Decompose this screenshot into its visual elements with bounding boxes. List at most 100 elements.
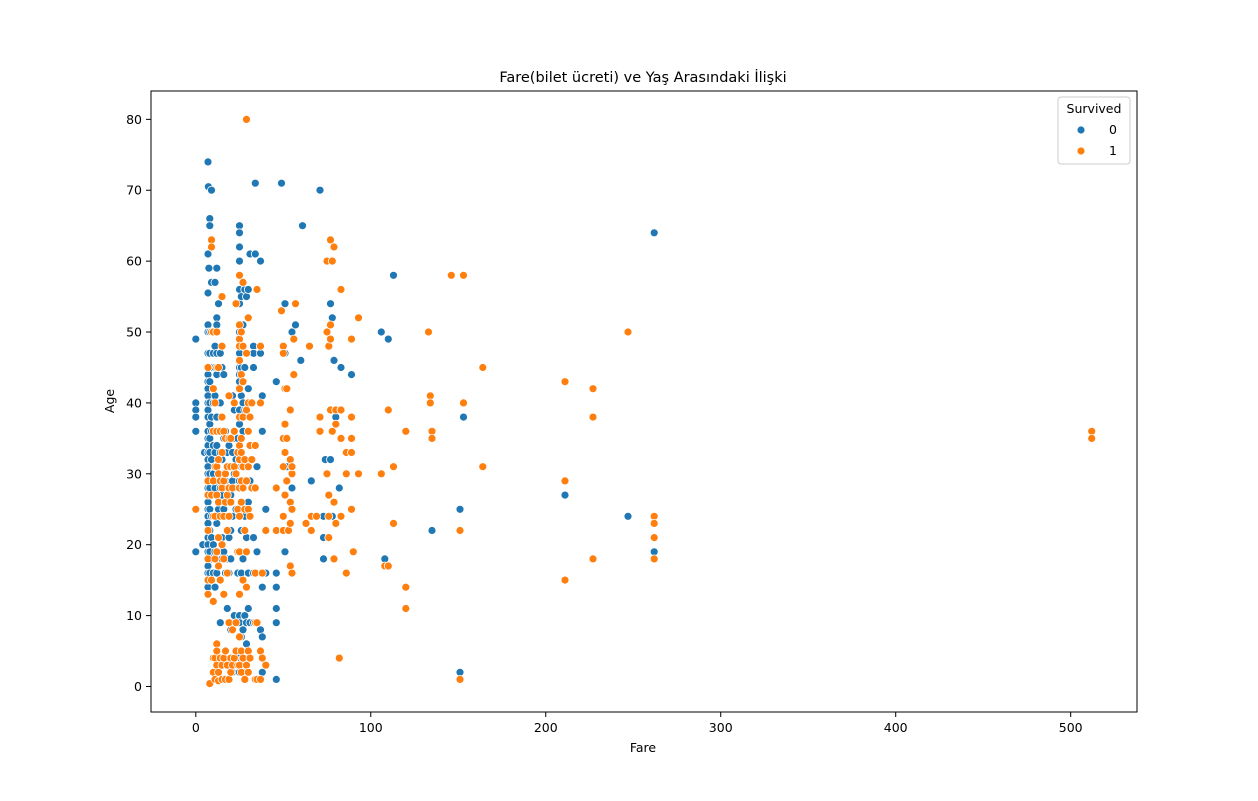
point-survived-1 xyxy=(256,341,265,351)
point-survived-1 xyxy=(285,561,295,571)
point-survived-1 xyxy=(331,519,341,528)
point-survived-1 xyxy=(235,270,244,280)
point-survived-1 xyxy=(261,660,271,670)
point-survived-1 xyxy=(226,433,236,443)
point-survived-1 xyxy=(212,490,222,500)
point-survived-1 xyxy=(285,519,295,528)
points-layer xyxy=(191,115,1097,688)
point-survived-1 xyxy=(224,511,234,521)
x-axis-label: Fare xyxy=(630,740,657,755)
x-tick-label: 0 xyxy=(192,720,200,735)
point-survived-1 xyxy=(649,519,659,528)
point-survived-0 xyxy=(215,618,225,628)
chart-title: Fare(bilet ücreti) ve Yaş Arasındaki İli… xyxy=(499,68,786,86)
point-survived-1 xyxy=(236,370,246,380)
point-survived-0 xyxy=(235,242,244,252)
point-survived-0 xyxy=(257,632,267,642)
point-survived-0 xyxy=(315,185,325,195)
point-survived-1 xyxy=(228,625,237,635)
point-survived-1 xyxy=(287,504,297,514)
point-survived-1 xyxy=(217,341,227,351)
point-survived-1 xyxy=(235,632,244,642)
point-survived-1 xyxy=(331,419,341,429)
point-survived-1 xyxy=(203,589,213,599)
point-survived-1 xyxy=(224,675,234,684)
y-tick-label: 80 xyxy=(126,112,142,127)
point-survived-0 xyxy=(219,370,229,380)
y-tick-label: 20 xyxy=(126,537,142,552)
point-survived-1 xyxy=(221,646,230,656)
point-survived-0 xyxy=(242,639,251,649)
point-survived-1 xyxy=(424,327,433,337)
point-survived-0 xyxy=(271,377,281,387)
point-survived-1 xyxy=(238,483,248,493)
point-survived-1 xyxy=(284,526,293,535)
x-tick-label: 500 xyxy=(1059,720,1083,735)
legend-title: Survived xyxy=(1067,101,1122,116)
point-survived-0 xyxy=(326,299,335,309)
point-survived-1 xyxy=(334,653,344,663)
point-survived-0 xyxy=(238,554,248,564)
point-survived-1 xyxy=(214,533,223,542)
point-survived-0 xyxy=(214,299,223,309)
point-survived-1 xyxy=(222,526,232,535)
point-survived-1 xyxy=(446,270,456,280)
point-survived-0 xyxy=(250,249,260,259)
point-survived-0 xyxy=(277,178,286,188)
point-survived-0 xyxy=(250,178,260,188)
point-survived-1 xyxy=(278,511,288,521)
legend: Survived 0 1 xyxy=(1057,96,1131,165)
point-survived-0 xyxy=(240,363,250,372)
point-survived-1 xyxy=(354,313,363,323)
point-survived-1 xyxy=(287,568,297,578)
point-survived-1 xyxy=(315,412,325,422)
y-axis-label: Age xyxy=(102,389,117,413)
point-survived-0 xyxy=(249,363,258,372)
point-survived-1 xyxy=(208,597,218,606)
point-survived-1 xyxy=(401,582,411,592)
point-survived-1 xyxy=(224,391,234,401)
point-survived-1 xyxy=(459,270,468,280)
point-survived-1 xyxy=(347,334,356,344)
point-survived-1 xyxy=(327,426,337,436)
point-survived-1 xyxy=(401,604,411,613)
point-survived-1 xyxy=(588,384,598,394)
point-survived-1 xyxy=(231,299,241,309)
point-survived-1 xyxy=(336,433,346,443)
point-survived-0 xyxy=(459,412,468,422)
point-survived-0 xyxy=(203,288,213,298)
point-survived-0 xyxy=(203,249,213,259)
point-survived-0 xyxy=(257,582,267,592)
point-survived-1 xyxy=(207,242,216,252)
x-tick-label: 200 xyxy=(534,720,558,735)
point-survived-1 xyxy=(242,476,251,486)
point-survived-1 xyxy=(235,355,244,365)
point-survived-1 xyxy=(231,618,241,628)
point-survived-0 xyxy=(280,547,290,557)
point-survived-1 xyxy=(347,448,356,457)
point-survived-1 xyxy=(212,646,222,656)
point-survived-0 xyxy=(287,483,297,493)
point-survived-1 xyxy=(219,476,229,486)
point-survived-1 xyxy=(203,363,213,372)
point-survived-1 xyxy=(326,334,335,344)
point-survived-1 xyxy=(217,448,227,457)
point-survived-0 xyxy=(191,334,201,344)
y-tick-label: 30 xyxy=(126,466,142,481)
point-survived-1 xyxy=(229,426,239,436)
point-survived-1 xyxy=(322,327,332,337)
point-survived-0 xyxy=(327,313,337,323)
point-survived-1 xyxy=(341,469,351,479)
point-survived-1 xyxy=(243,646,253,656)
point-survived-1 xyxy=(322,469,332,479)
x-axis-ticks: 0 100 200 300 400 500 xyxy=(192,712,1083,735)
legend-marker-1 xyxy=(1076,146,1086,156)
point-survived-1 xyxy=(240,675,250,684)
point-survived-0 xyxy=(334,483,344,493)
point-survived-0 xyxy=(427,526,437,535)
point-survived-0 xyxy=(329,355,339,365)
legend-label-1: 1 xyxy=(1109,143,1117,158)
point-survived-1 xyxy=(214,561,223,571)
point-survived-0 xyxy=(243,604,253,613)
point-survived-1 xyxy=(243,667,253,677)
